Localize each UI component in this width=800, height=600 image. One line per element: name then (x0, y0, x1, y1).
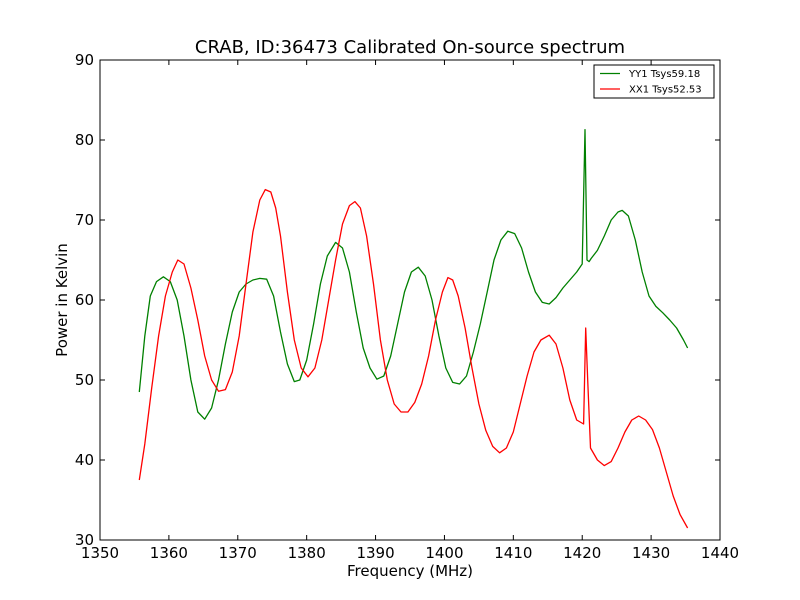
legend: YY1 Tsys59.18 XX1 Tsys52.53 (593, 64, 715, 99)
y-tick-label: 60 (75, 291, 94, 309)
x-tick-label: 1370 (219, 544, 257, 562)
x-axis: 1350 1360 1370 1380 1390 1400 1410 1420 1430 1440 (81, 60, 739, 562)
x-tick-label: 1420 (563, 544, 601, 562)
x-tick-label: 1410 (494, 544, 532, 562)
x-tick-label: 1400 (425, 544, 463, 562)
y-tick-label: 40 (75, 451, 94, 469)
x-tick-label: 1380 (288, 544, 326, 562)
y-tick-label: 90 (75, 51, 94, 69)
series-line-0 (138, 128, 689, 420)
x-tick-label: 1390 (356, 544, 394, 562)
y-tick-label: 70 (75, 211, 94, 229)
legend-label-yy1: YY1 Tsys59.18 (628, 69, 700, 80)
x-axis-title: Frequency (MHz) (347, 562, 473, 580)
x-tick-label: 1440 (701, 544, 739, 562)
y-axis: 30 40 50 60 70 80 90 (75, 51, 720, 549)
series-line-1 (138, 188, 689, 529)
x-tick-label: 1430 (632, 544, 670, 562)
x-tick-label: 1360 (150, 544, 188, 562)
chart-title: CRAB, ID:36473 Calibrated On-source spec… (195, 37, 625, 58)
x-tick-label: 1350 (81, 544, 119, 562)
series-layer (138, 128, 689, 529)
y-tick-label: 80 (75, 131, 94, 149)
legend-box (593, 64, 715, 99)
y-tick-label: 30 (75, 531, 94, 549)
legend-label-xx1: XX1 Tsys52.53 (629, 85, 702, 96)
y-tick-label: 50 (75, 371, 94, 389)
y-axis-title: Power in Kelvin (53, 243, 71, 357)
